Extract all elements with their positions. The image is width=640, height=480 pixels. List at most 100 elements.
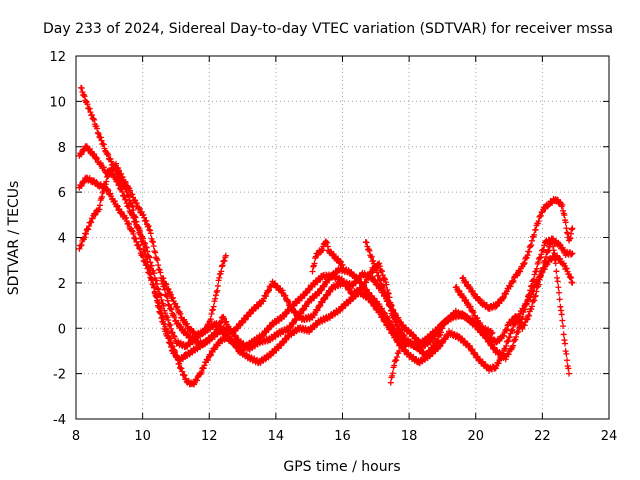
y-tick-label: 2	[58, 277, 66, 292]
x-tick-label: 16	[334, 429, 351, 444]
data-point	[139, 235, 146, 242]
data-point	[432, 333, 439, 340]
data-point	[165, 330, 172, 337]
data-point	[500, 351, 507, 358]
data-point	[136, 205, 143, 212]
data-point	[198, 369, 205, 376]
data-point	[160, 302, 167, 309]
data-point	[88, 111, 95, 118]
data-point	[568, 251, 575, 258]
data-point	[247, 310, 254, 317]
data-point	[155, 286, 162, 293]
data-point	[506, 334, 513, 341]
data-point	[509, 279, 516, 286]
y-tick-label: 6	[58, 186, 66, 201]
data-point	[339, 261, 346, 268]
series-7	[362, 239, 446, 360]
data-point	[115, 167, 122, 174]
data-point	[559, 201, 566, 208]
x-axis-label: GPS time / hours	[283, 459, 400, 475]
data-point	[90, 115, 97, 122]
data-point	[477, 319, 484, 326]
data-point	[105, 172, 112, 179]
data-point	[376, 308, 383, 315]
data-point	[119, 173, 126, 180]
data-point	[205, 357, 212, 364]
data-point	[125, 221, 132, 228]
data-series	[76, 84, 576, 388]
data-point	[167, 291, 174, 298]
data-point	[170, 332, 177, 339]
data-point	[134, 241, 141, 248]
data-point	[528, 242, 535, 249]
x-tick-label: 10	[134, 429, 151, 444]
data-point	[439, 325, 446, 332]
data-point	[319, 299, 326, 306]
data-point	[201, 362, 208, 369]
data-point	[155, 300, 162, 307]
data-point	[172, 300, 179, 307]
data-point	[144, 248, 151, 255]
data-point	[125, 220, 132, 227]
data-point	[114, 177, 121, 184]
data-point	[151, 283, 158, 290]
data-point	[167, 322, 174, 329]
data-point	[191, 381, 198, 388]
data-point	[400, 331, 407, 338]
data-point	[385, 297, 392, 304]
data-point	[551, 250, 558, 257]
data-point	[108, 158, 115, 165]
data-point	[194, 377, 201, 384]
data-point	[82, 230, 89, 237]
y-tick-label: 4	[58, 232, 66, 247]
data-point	[469, 287, 476, 294]
data-point	[96, 202, 103, 209]
data-point	[97, 134, 104, 141]
data-point	[538, 270, 545, 277]
data-point	[509, 326, 516, 333]
data-point	[393, 357, 400, 364]
data-point	[321, 296, 328, 303]
data-point	[100, 141, 107, 148]
data-point	[376, 263, 383, 270]
data-point	[260, 298, 267, 305]
data-point	[532, 226, 539, 233]
data-point	[363, 239, 370, 246]
data-point	[221, 257, 228, 264]
data-point	[169, 294, 176, 301]
data-point	[128, 227, 135, 234]
data-point	[155, 266, 162, 273]
data-point	[146, 254, 153, 261]
data-point	[509, 327, 516, 334]
data-point	[213, 289, 220, 296]
data-point	[528, 291, 535, 298]
data-point	[78, 242, 85, 249]
data-point	[184, 320, 191, 327]
data-point	[171, 348, 178, 355]
data-point	[399, 344, 406, 351]
data-point	[467, 303, 474, 310]
data-point	[119, 188, 126, 195]
data-point	[162, 280, 169, 287]
data-point	[81, 234, 88, 241]
data-point	[207, 352, 214, 359]
data-point	[510, 277, 517, 284]
data-point	[535, 218, 542, 225]
data-point	[147, 230, 154, 237]
x-tick-label: 8	[72, 429, 80, 444]
data-point	[393, 319, 400, 326]
data-point	[391, 362, 398, 369]
data-point	[538, 251, 545, 258]
data-point	[561, 337, 568, 344]
data-point	[81, 93, 88, 100]
data-point	[528, 306, 535, 313]
data-point	[136, 227, 143, 234]
data-point	[160, 316, 167, 323]
data-point	[130, 230, 137, 237]
data-point	[143, 262, 150, 269]
data-point	[94, 155, 101, 162]
data-point	[500, 294, 507, 301]
data-point	[207, 316, 214, 323]
data-point	[324, 239, 331, 246]
data-point	[382, 289, 389, 296]
